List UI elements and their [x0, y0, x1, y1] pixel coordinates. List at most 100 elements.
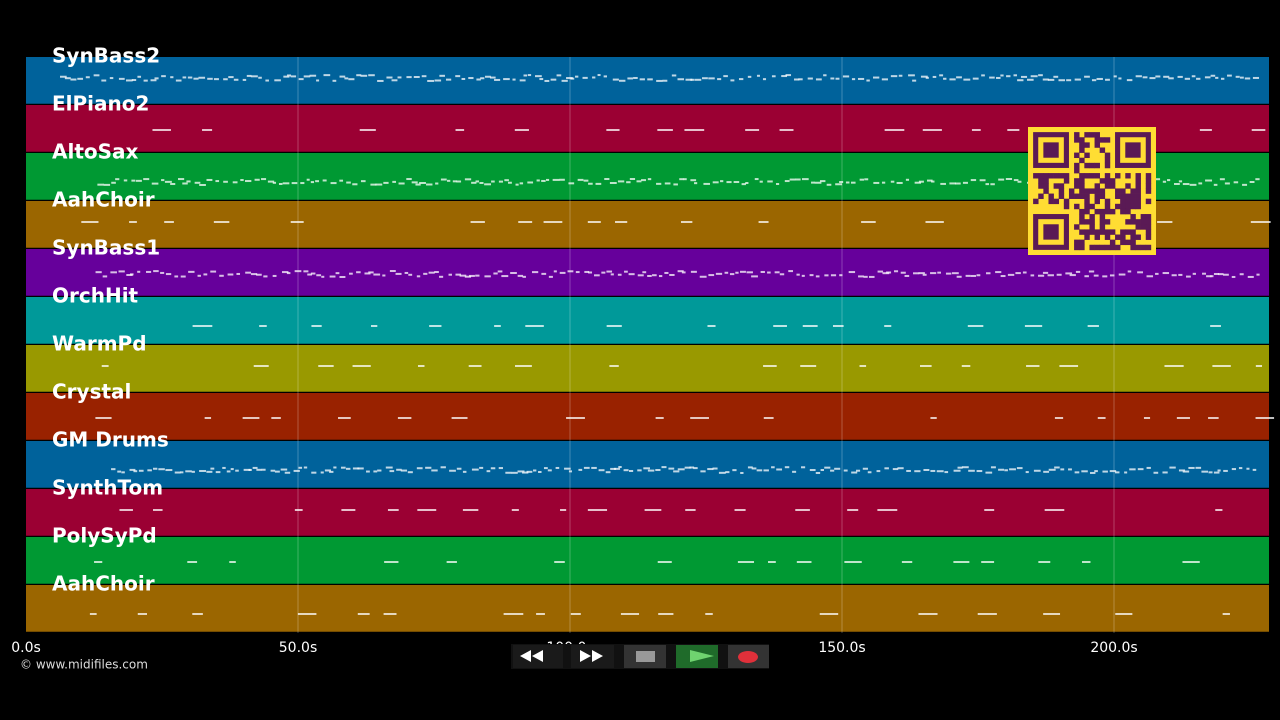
note	[204, 417, 212, 419]
note	[261, 178, 267, 181]
qr-module	[1094, 193, 1100, 199]
qr-module	[1033, 198, 1039, 205]
note	[383, 181, 389, 184]
note	[357, 613, 370, 615]
qr-module	[1099, 229, 1106, 235]
note	[282, 182, 290, 185]
note	[527, 74, 532, 77]
note	[578, 468, 583, 471]
note	[832, 325, 844, 327]
qr-module	[1084, 203, 1090, 210]
note	[153, 509, 163, 511]
note	[771, 466, 775, 469]
note	[918, 613, 938, 615]
note	[1142, 76, 1148, 79]
note	[1118, 273, 1126, 276]
note	[1163, 75, 1170, 78]
note	[330, 182, 337, 185]
note	[349, 272, 353, 275]
note	[868, 275, 875, 278]
note	[824, 466, 831, 469]
note	[280, 468, 288, 471]
note	[606, 129, 620, 131]
note	[754, 178, 759, 181]
rewind-button[interactable]	[513, 645, 563, 668]
qr-module	[1115, 244, 1121, 251]
play-button[interactable]	[676, 645, 718, 668]
note	[459, 274, 467, 277]
note	[819, 180, 826, 183]
note	[1124, 471, 1128, 474]
note	[844, 561, 862, 563]
note	[1239, 76, 1244, 79]
note	[658, 613, 674, 615]
note	[316, 274, 322, 277]
track-name: AltoSax	[52, 140, 139, 164]
note	[258, 76, 262, 79]
qr-finder	[1043, 142, 1059, 158]
note	[583, 179, 589, 182]
note	[811, 181, 816, 184]
note	[389, 270, 396, 273]
note	[490, 467, 496, 470]
note	[996, 76, 1001, 79]
note	[662, 79, 668, 82]
qr-module	[1074, 137, 1080, 143]
note	[413, 76, 420, 79]
note	[445, 78, 452, 81]
note	[657, 129, 673, 131]
note	[256, 273, 262, 276]
qr-module	[1043, 178, 1049, 184]
note	[694, 78, 702, 81]
note	[1255, 417, 1275, 419]
track-row	[26, 489, 1269, 536]
note	[534, 75, 542, 78]
note	[1004, 469, 1008, 472]
note	[957, 466, 963, 469]
qr-module	[1043, 173, 1049, 179]
note	[360, 180, 366, 183]
note	[685, 509, 696, 511]
note	[522, 471, 529, 474]
note	[775, 183, 780, 186]
note	[726, 181, 732, 184]
note	[548, 275, 553, 278]
note	[373, 470, 378, 473]
note	[1222, 613, 1230, 615]
note	[892, 468, 899, 471]
record-button[interactable]	[728, 645, 769, 668]
note	[598, 469, 605, 472]
notes	[60, 74, 1275, 615]
note	[1255, 365, 1263, 367]
note	[1186, 275, 1191, 278]
note	[242, 417, 260, 419]
note	[1037, 274, 1045, 277]
note	[566, 77, 573, 80]
qr-module	[1084, 162, 1090, 169]
note	[944, 471, 949, 474]
note	[135, 179, 142, 182]
qr-module	[1099, 224, 1106, 230]
note	[859, 178, 865, 181]
note	[830, 469, 835, 472]
note	[1044, 509, 1065, 511]
note	[746, 271, 753, 274]
record-icon	[738, 651, 758, 663]
qr-module	[1074, 244, 1080, 251]
note	[677, 468, 685, 471]
note	[494, 325, 501, 327]
note	[545, 178, 550, 181]
note	[526, 470, 533, 473]
stop-button[interactable]	[624, 645, 666, 668]
note	[932, 75, 937, 78]
fast-forward-button[interactable]	[571, 645, 614, 668]
note	[998, 468, 1005, 471]
note	[423, 272, 428, 275]
note	[95, 271, 102, 274]
note	[1009, 468, 1016, 471]
note	[1056, 273, 1062, 276]
note	[256, 468, 262, 471]
note	[242, 78, 247, 81]
note	[164, 221, 174, 223]
note	[824, 274, 829, 277]
